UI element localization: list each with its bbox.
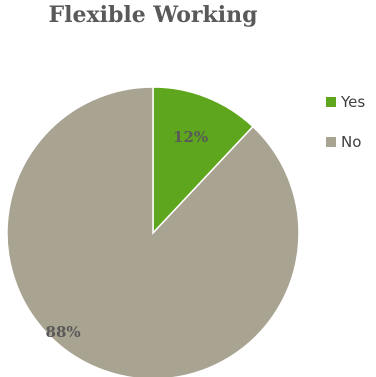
legend-swatch-no bbox=[326, 137, 336, 147]
pie-slice-yes bbox=[152, 86, 255, 235]
legend-label-yes: Yes bbox=[341, 93, 366, 111]
legend-swatch-yes bbox=[326, 97, 336, 107]
chart-title: Flexible Working bbox=[48, 2, 258, 28]
legend-label-no: No bbox=[341, 133, 362, 151]
data-label-no: 88% bbox=[46, 323, 81, 341]
pie-slice-no bbox=[6, 86, 300, 377]
legend-item-yes: Yes bbox=[326, 92, 365, 112]
legend-item-no: No bbox=[326, 132, 365, 152]
legend: Yes No bbox=[326, 92, 365, 172]
data-label-yes: 12% bbox=[173, 128, 208, 146]
